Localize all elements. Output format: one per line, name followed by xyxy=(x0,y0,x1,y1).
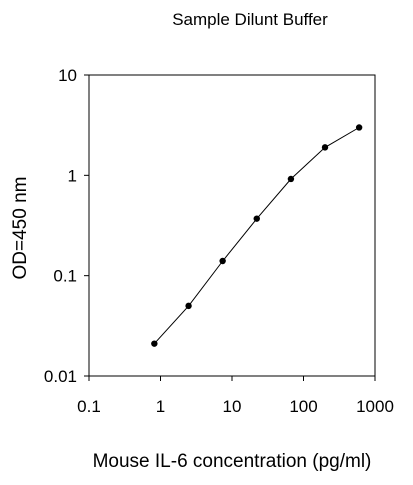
y-tick-label: 0.01 xyxy=(44,367,77,386)
data-point xyxy=(185,302,192,310)
data-point xyxy=(253,215,260,222)
data-point xyxy=(287,175,295,183)
data-point xyxy=(219,257,226,265)
series-line xyxy=(153,127,360,345)
x-tick-label: 1 xyxy=(156,397,165,416)
y-axis-label: OD=450 nm xyxy=(10,177,31,280)
x-axis-label: Mouse IL-6 concentration (pg/ml) xyxy=(93,451,372,472)
x-tick-label: 10 xyxy=(223,397,242,416)
data-point xyxy=(321,144,329,151)
y-tick-label: 10 xyxy=(58,66,77,85)
data-point xyxy=(151,340,158,347)
y-tick-label: 0.1 xyxy=(53,267,77,286)
x-axis-ticks: 0.1 1 10 100 1000 xyxy=(77,376,394,416)
data-point xyxy=(355,124,363,131)
plot-frame xyxy=(88,74,376,377)
x-tick-label: 0.1 xyxy=(77,397,101,416)
chart-title: Sample Dilunt Buffer xyxy=(172,10,328,29)
series-group xyxy=(151,124,363,347)
x-tick-label: 1000 xyxy=(356,397,394,416)
y-axis-ticks: 0.01 0.1 1 10 xyxy=(44,66,89,386)
y-tick-label: 1 xyxy=(68,166,77,185)
x-tick-label: 100 xyxy=(289,397,317,416)
